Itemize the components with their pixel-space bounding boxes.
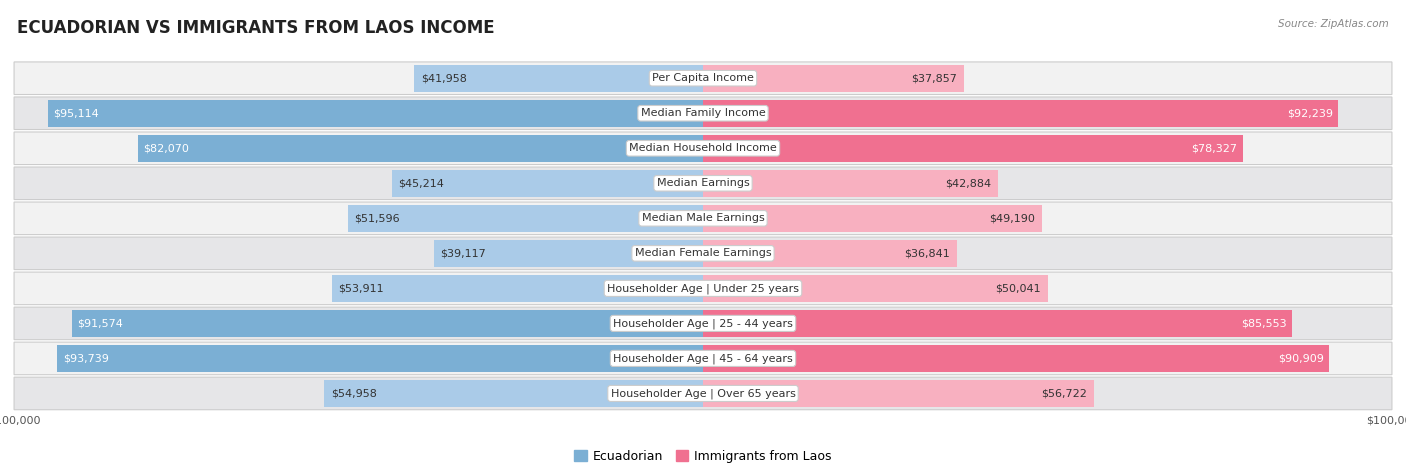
Text: Householder Age | 45 - 64 years: Householder Age | 45 - 64 years [613, 353, 793, 364]
Text: $92,239: $92,239 [1286, 108, 1333, 118]
FancyBboxPatch shape [14, 377, 1392, 410]
Text: $51,596: $51,596 [354, 213, 401, 223]
Text: $85,553: $85,553 [1241, 318, 1286, 328]
Text: $82,070: $82,070 [143, 143, 188, 153]
Text: Median Household Income: Median Household Income [628, 143, 778, 153]
Bar [391, 170, 703, 197]
FancyBboxPatch shape [14, 167, 1392, 199]
Text: Median Female Earnings: Median Female Earnings [634, 248, 772, 258]
Bar [433, 240, 703, 267]
Bar [413, 64, 703, 92]
Text: Median Earnings: Median Earnings [657, 178, 749, 188]
Text: Per Capita Income: Per Capita Income [652, 73, 754, 83]
Text: Source: ZipAtlas.com: Source: ZipAtlas.com [1278, 19, 1389, 28]
Bar [332, 275, 703, 302]
Bar [703, 240, 957, 267]
Bar [58, 345, 703, 372]
Bar [138, 134, 703, 162]
FancyBboxPatch shape [14, 97, 1392, 129]
Bar [703, 345, 1329, 372]
Text: $37,857: $37,857 [911, 73, 957, 83]
Bar [48, 99, 703, 127]
Text: $39,117: $39,117 [440, 248, 486, 258]
Text: $50,041: $50,041 [995, 283, 1040, 293]
Text: Median Family Income: Median Family Income [641, 108, 765, 118]
Text: Householder Age | Under 25 years: Householder Age | Under 25 years [607, 283, 799, 294]
Bar [703, 170, 998, 197]
Text: $49,190: $49,190 [990, 213, 1035, 223]
FancyBboxPatch shape [14, 132, 1392, 164]
Bar [703, 380, 1094, 407]
Bar [347, 205, 703, 232]
Text: Median Male Earnings: Median Male Earnings [641, 213, 765, 223]
FancyBboxPatch shape [14, 307, 1392, 340]
Text: $56,722: $56,722 [1040, 389, 1087, 398]
Bar [703, 99, 1339, 127]
FancyBboxPatch shape [14, 342, 1392, 375]
Text: $36,841: $36,841 [904, 248, 950, 258]
FancyBboxPatch shape [14, 272, 1392, 304]
Text: $54,958: $54,958 [332, 389, 377, 398]
FancyBboxPatch shape [14, 237, 1392, 269]
Text: $53,911: $53,911 [339, 283, 384, 293]
Bar [703, 64, 963, 92]
Text: $90,909: $90,909 [1278, 354, 1324, 363]
Bar [325, 380, 703, 407]
Bar [703, 205, 1042, 232]
Bar [703, 275, 1047, 302]
Text: $42,884: $42,884 [945, 178, 991, 188]
Text: Householder Age | 25 - 44 years: Householder Age | 25 - 44 years [613, 318, 793, 329]
FancyBboxPatch shape [14, 202, 1392, 234]
Legend: Ecuadorian, Immigrants from Laos: Ecuadorian, Immigrants from Laos [569, 445, 837, 467]
Bar [703, 134, 1243, 162]
Text: $41,958: $41,958 [420, 73, 467, 83]
Text: $95,114: $95,114 [53, 108, 98, 118]
Text: $45,214: $45,214 [398, 178, 444, 188]
Text: $78,327: $78,327 [1191, 143, 1237, 153]
Text: $93,739: $93,739 [63, 354, 108, 363]
Bar [72, 310, 703, 337]
FancyBboxPatch shape [14, 62, 1392, 94]
Bar [703, 310, 1292, 337]
Text: $91,574: $91,574 [77, 318, 124, 328]
Text: Householder Age | Over 65 years: Householder Age | Over 65 years [610, 388, 796, 399]
Text: ECUADORIAN VS IMMIGRANTS FROM LAOS INCOME: ECUADORIAN VS IMMIGRANTS FROM LAOS INCOM… [17, 19, 495, 37]
